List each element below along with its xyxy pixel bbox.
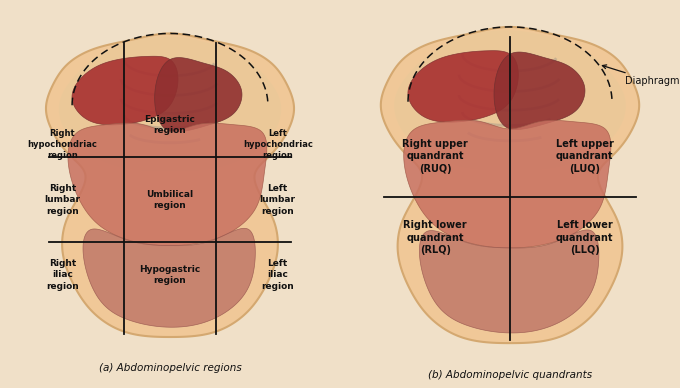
Polygon shape: [72, 56, 178, 125]
Polygon shape: [404, 120, 611, 248]
Text: Left lower
quandrant
(LLQ): Left lower quandrant (LLQ): [556, 220, 613, 255]
Text: Right upper
quandrant
(RUQ): Right upper quandrant (RUQ): [403, 139, 468, 173]
Text: Left upper
quandrant
(LUQ): Left upper quandrant (LUQ): [556, 139, 614, 173]
Polygon shape: [381, 27, 639, 343]
Text: Diaphragm: Diaphragm: [602, 65, 680, 86]
Text: (a) Abdominopelvic regions: (a) Abdominopelvic regions: [99, 363, 241, 373]
Text: Left
hypochondriac
region: Left hypochondriac region: [243, 129, 313, 160]
Polygon shape: [394, 30, 626, 170]
Polygon shape: [154, 57, 242, 132]
Polygon shape: [494, 52, 585, 130]
Text: Right
iliac
region: Right iliac region: [46, 260, 79, 291]
Polygon shape: [420, 230, 599, 333]
Polygon shape: [68, 123, 267, 246]
Polygon shape: [408, 51, 518, 122]
Text: Umbilical
region: Umbilical region: [146, 190, 194, 210]
Text: Right
hypochondriac
region: Right hypochondriac region: [27, 129, 97, 160]
Text: Left
iliac
region: Left iliac region: [261, 260, 294, 291]
Text: (b) Abdominopelvic quandrants: (b) Abdominopelvic quandrants: [428, 370, 592, 380]
Text: Right lower
quandrant
(RLQ): Right lower quandrant (RLQ): [403, 220, 467, 255]
Text: Hypogastric
region: Hypogastric region: [139, 265, 201, 285]
Text: Right
lumbar
region: Right lumbar region: [44, 184, 80, 215]
Polygon shape: [83, 228, 255, 327]
Text: Left
lumbar
region: Left lumbar region: [260, 184, 296, 215]
Polygon shape: [46, 33, 294, 337]
Text: Epigastric
region: Epigastric region: [145, 115, 195, 135]
Polygon shape: [58, 36, 282, 171]
